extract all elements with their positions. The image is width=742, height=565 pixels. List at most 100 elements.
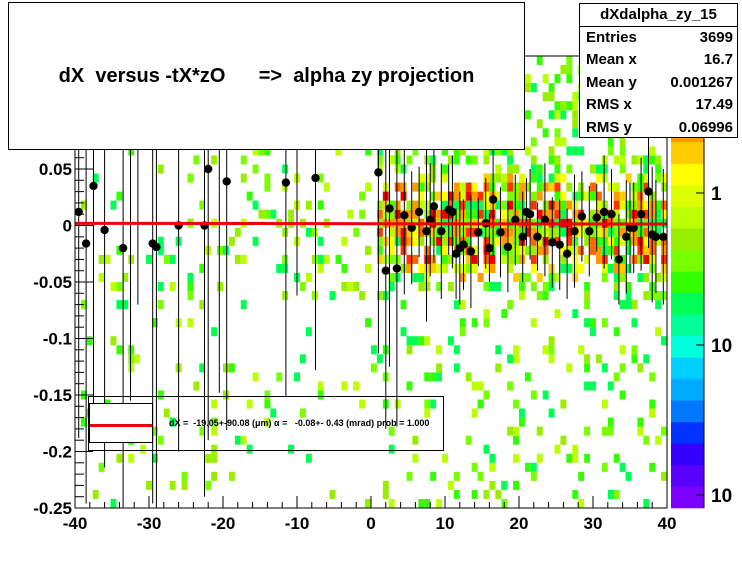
heatmap-cell [655,291,662,301]
heatmap-cell [400,164,407,174]
profile-point [607,210,616,219]
heatmap-cell [554,182,561,192]
palette-swatch [671,163,704,186]
heatmap-cell [465,372,472,382]
heatmap-cell [507,300,514,310]
heatmap-cell [566,263,573,273]
profile-point [629,223,638,232]
heatmap-cell [601,426,608,436]
heatmap-cell [554,164,561,174]
heatmap-cell [430,471,437,481]
heatmap-cell [513,191,519,201]
heatmap-cell [601,363,608,373]
heatmap-cell [371,363,377,373]
heatmap-cell [536,164,543,174]
heatmap-cell [513,245,519,255]
y-tick-label: 0.05 [39,160,72,179]
heatmap-cell [613,291,620,301]
heatmap-cell [442,453,448,463]
heatmap-cell [453,263,460,273]
heatmap-cell [442,263,448,273]
heatmap-cell [572,146,579,156]
heatmap-cell [465,435,472,445]
heatmap-cell [637,155,644,165]
heatmap-cell [655,236,662,246]
heatmap-cell [495,345,502,355]
heatmap-cell [631,300,638,310]
heatmap-cell [548,282,555,292]
heatmap-cell [305,272,312,282]
heatmap-cell [519,227,525,237]
heatmap-cell [548,182,555,192]
heatmap-cell [613,372,620,382]
heatmap-cell [424,209,431,219]
heatmap-cell [554,155,561,165]
heatmap-cell [282,263,289,273]
heatmap-cell [524,83,531,93]
heatmap-cell [465,209,472,219]
heatmap-cell [566,56,573,66]
heatmap-cell [157,390,164,400]
heatmap-cell [157,245,164,255]
heatmap-cell [607,137,614,147]
heatmap-cell [661,336,667,346]
heatmap-cell [116,345,123,355]
heatmap-cell [643,155,650,165]
heatmap-cell [157,435,164,445]
heatmap-cell [548,209,555,219]
heatmap-cell [548,408,555,418]
heatmap-cell [542,74,549,84]
heatmap-cell [619,146,626,156]
heatmap-cell [661,173,667,183]
heatmap-cell [157,300,164,310]
heatmap-cell [655,327,662,337]
heatmap-cell [572,453,579,463]
heatmap-cell [536,173,543,183]
heatmap-cell [424,498,431,508]
heatmap-cell [223,390,229,400]
heatmap-cell [276,263,283,273]
heatmap-cell [542,128,549,138]
heatmap-cell [394,155,401,165]
heatmap-cell [465,155,472,165]
heatmap-cell [181,480,188,490]
heatmap-cell [299,408,306,418]
heatmap-cell [199,426,206,436]
z-tick-label: 10 [711,336,732,357]
heatmap-cell [625,291,632,301]
heatmap-cell [536,236,543,246]
heatmap-cell [394,164,401,174]
stats-box: dXdalpha_zy_15 Entries 3699 Mean x 16.7 … [579,3,738,138]
heatmap-cell [601,245,608,255]
heatmap-cell [584,191,591,201]
heatmap-cell [661,254,667,264]
heatmap-cell [507,227,514,237]
heatmap-cell [619,263,626,273]
fit-line-group [74,221,668,226]
heatmap-cell [471,408,478,418]
heatmap-cell [187,282,194,292]
heatmap-cell [453,155,460,165]
heatmap-cell [530,137,537,147]
heatmap-cell [471,462,478,472]
heatmap-cell [134,354,141,364]
heatmap-cell [530,83,537,93]
profile-point [407,223,416,232]
heatmap-cell [578,345,585,355]
heatmap-cell [643,254,650,264]
heatmap-cell [524,272,531,282]
heatmap-cell [548,263,555,273]
heatmap-cell [471,318,478,328]
heatmap-cell [584,363,591,373]
heatmap-cell [483,146,490,156]
heatmap-cell [536,56,543,66]
heatmap-cell [530,155,537,165]
heatmap-cell [412,453,419,463]
heatmap-cell [329,291,336,301]
legend-line [90,424,152,427]
heatmap-cell [246,191,253,201]
heatmap-cell [560,110,567,120]
heatmap-cell [637,417,644,427]
heatmap-cell [560,200,567,210]
heatmap-cell [169,282,176,292]
